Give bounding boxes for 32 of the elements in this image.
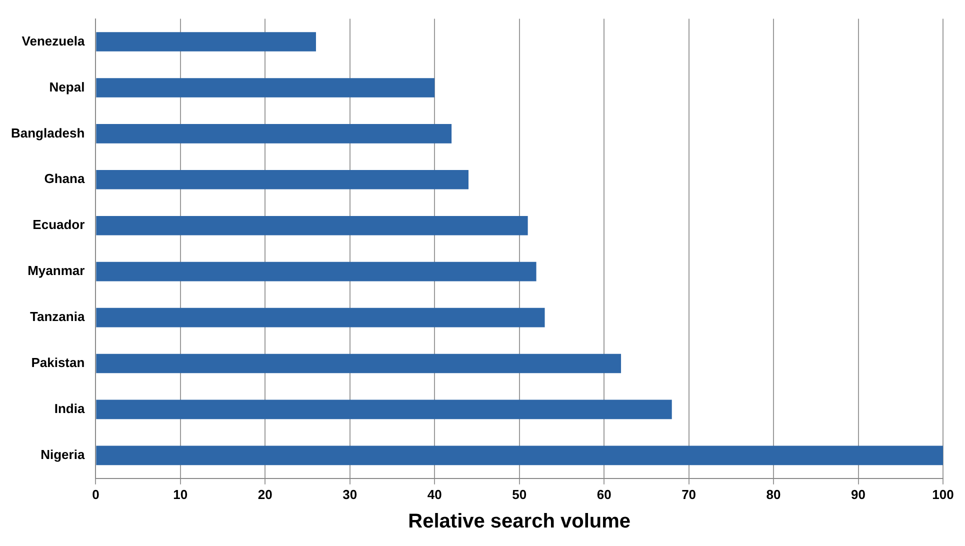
- bar: [96, 354, 622, 374]
- bar: [96, 446, 943, 466]
- bar: [96, 170, 469, 190]
- x-tick-label: 20: [258, 486, 272, 502]
- y-tick-label: Nepal: [49, 79, 85, 94]
- x-tick-label: 10: [173, 486, 188, 502]
- x-tick-label: 50: [512, 486, 527, 502]
- y-tick-label: India: [54, 401, 86, 416]
- x-tick-label: 70: [682, 486, 696, 502]
- bar: [96, 262, 536, 282]
- y-tick-label: Venezuela: [22, 33, 86, 48]
- bar: [96, 32, 316, 52]
- x-tick-label: 60: [596, 486, 612, 502]
- y-tick-label: Bangladesh: [10, 125, 85, 140]
- x-tick-label: 90: [851, 486, 866, 502]
- bar: [96, 216, 528, 236]
- y-tick-label: Ecuador: [32, 217, 85, 232]
- x-tick-label: 100: [932, 486, 954, 502]
- x-tick-label: 0: [92, 486, 100, 502]
- x-tick-label: 30: [342, 486, 358, 502]
- y-tick-label: Tanzania: [30, 309, 86, 324]
- y-tick-label: Nigeria: [40, 447, 86, 462]
- bar: [96, 124, 452, 144]
- x-axis-title: Relative search volume: [408, 510, 631, 533]
- y-tick-label: Ghana: [44, 171, 86, 186]
- y-tick-label: Myanmar: [28, 263, 85, 278]
- bar: [96, 400, 672, 420]
- x-tick-label: 40: [427, 486, 442, 502]
- bar: [96, 308, 545, 328]
- y-tick-label: Pakistan: [31, 355, 85, 370]
- bar: [96, 78, 435, 98]
- x-tick-label: 80: [766, 486, 781, 502]
